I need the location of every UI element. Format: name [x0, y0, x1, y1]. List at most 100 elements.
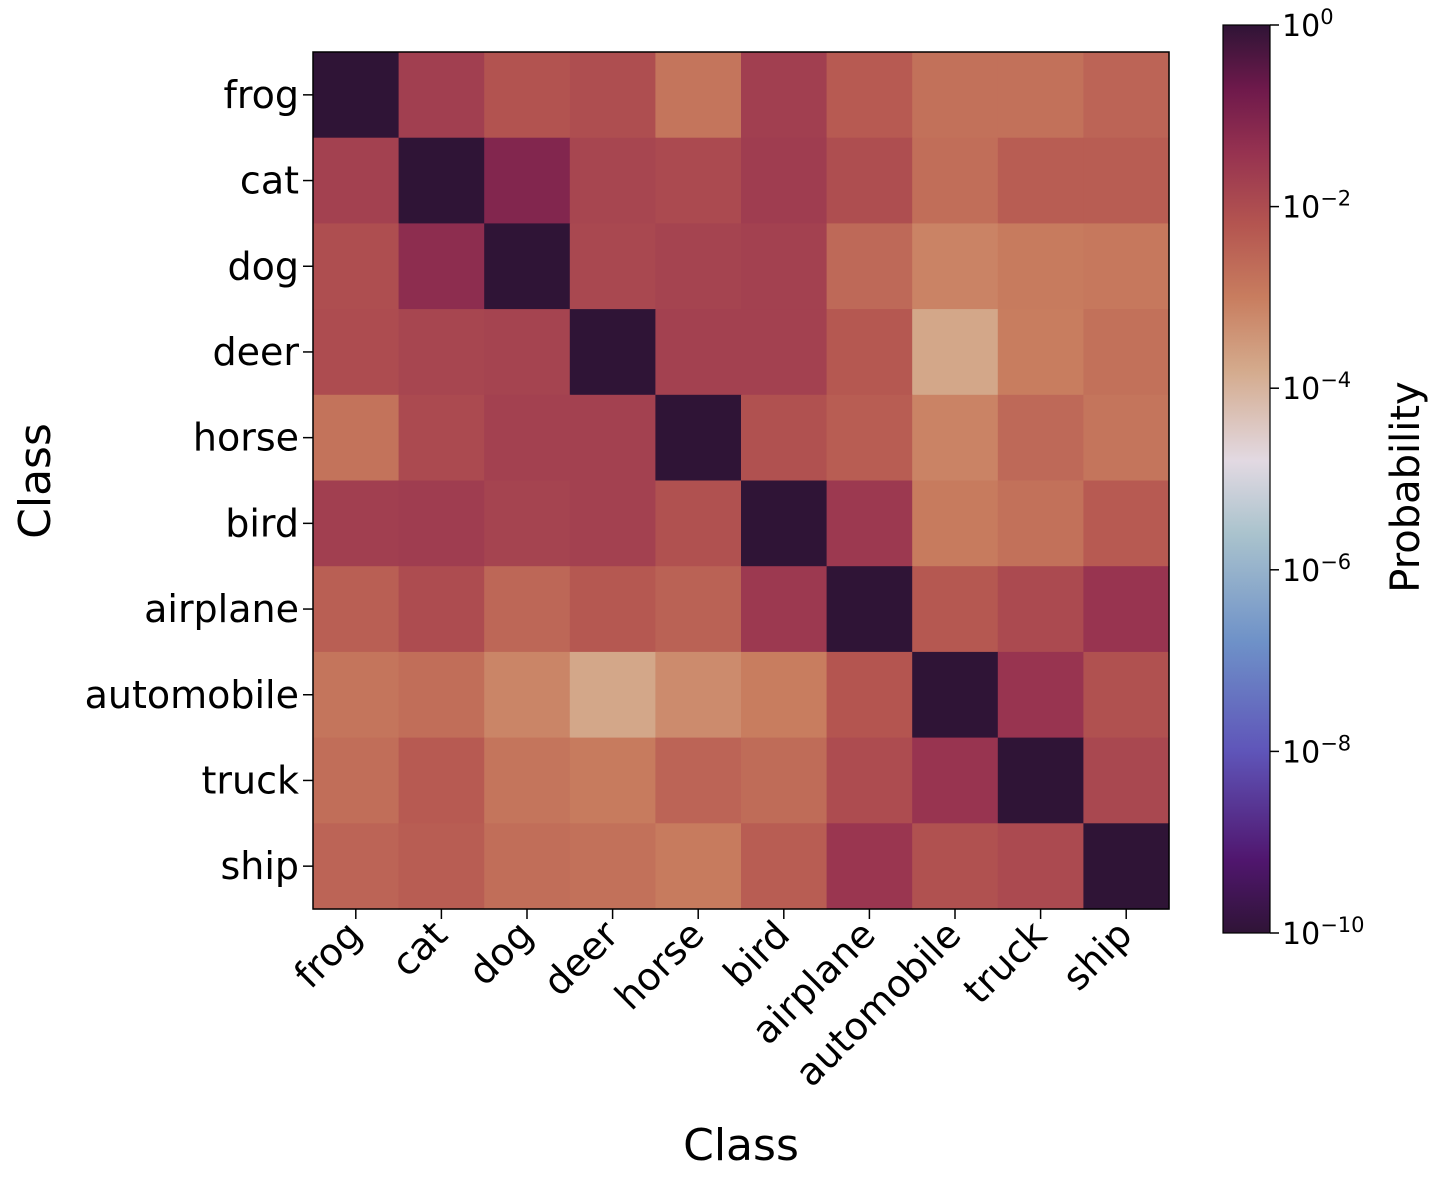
heatmap-cell [484, 651, 571, 739]
heatmap-cell [741, 651, 828, 739]
heatmap-cell [313, 566, 400, 653]
heatmap-cell [569, 737, 656, 824]
heatmap-cell [484, 566, 571, 653]
y-tick-label: horse [193, 416, 299, 460]
heatmap-cell [826, 480, 913, 567]
heatmap-cell [912, 480, 999, 567]
heatmap-cell [997, 737, 1084, 824]
colorbar-tick-label: 100 [1282, 5, 1334, 44]
heatmap-cell [655, 737, 742, 824]
x-tick-label: truck [955, 912, 1055, 1012]
y-axis-ticks: frog cat dog deer horse bird airplane automobil… [85, 73, 313, 888]
x-tick-label: ship [1054, 912, 1141, 999]
heatmap-cell [826, 651, 913, 739]
heatmap-cell [912, 566, 999, 653]
heatmap-cell [655, 137, 742, 224]
heatmap-cell [1083, 223, 1170, 310]
x-tick-label: cat [383, 912, 456, 985]
heatmap-cell [655, 394, 742, 482]
heatmap-cell [1083, 480, 1170, 567]
heatmap-cell [997, 137, 1084, 224]
x-tick-label: dog [460, 912, 542, 994]
y-tick-label: truck [201, 758, 299, 802]
heatmap-cell [655, 223, 742, 310]
heatmap-cells [313, 52, 1170, 910]
heatmap-cell [398, 137, 485, 224]
heatmap-cell [912, 737, 999, 824]
colorbar-tick-label: 10−10 [1282, 913, 1365, 952]
heatmap-cell [313, 309, 400, 396]
heatmap-cell [912, 309, 999, 396]
heatmap-cell [1083, 651, 1170, 739]
heatmap-cell [997, 566, 1084, 653]
y-tick-label: frog [223, 73, 299, 117]
heatmap-cell [997, 394, 1084, 482]
heatmap-cell [741, 223, 828, 310]
heatmap-cell [912, 223, 999, 310]
heatmap-cell [398, 480, 485, 567]
y-tick-label: bird [225, 501, 299, 545]
heatmap-cell [826, 394, 913, 482]
heatmap-cell [912, 651, 999, 739]
x-axis-title: Class [683, 1120, 799, 1171]
heatmap-cell [826, 52, 913, 139]
heatmap-cell [741, 737, 828, 824]
colorbar-tick-label: 10−6 [1282, 550, 1351, 589]
heatmap-cell [398, 309, 485, 396]
heatmap-cell [826, 309, 913, 396]
colorbar-tick-label: 10−4 [1282, 368, 1351, 407]
y-tick-label: airplane [144, 587, 299, 631]
heatmap-cell [569, 223, 656, 310]
heatmap-cell [997, 52, 1084, 139]
heatmap-cell [826, 223, 913, 310]
heatmap-cell [313, 137, 400, 224]
heatmap-cell [569, 823, 656, 910]
heatmap-cell [1083, 137, 1170, 224]
heatmap-cell [313, 737, 400, 824]
y-tick-label: dog [228, 244, 300, 288]
heatmap-cell [912, 823, 999, 910]
heatmap-cell [741, 309, 828, 396]
x-tick-label: frog [286, 912, 371, 997]
heatmap-cell [741, 566, 828, 653]
heatmap-cell [484, 223, 571, 310]
heatmap-cell [569, 52, 656, 139]
heatmap-cell [997, 651, 1084, 739]
heatmap-cell [313, 52, 400, 139]
heatmap-cell [741, 394, 828, 482]
heatmap-cell [569, 309, 656, 396]
heatmap-cell [741, 823, 828, 910]
y-axis-title: Class [10, 423, 61, 539]
heatmap-cell [398, 651, 485, 739]
heatmap-cell [569, 137, 656, 224]
y-tick-label: deer [212, 330, 299, 374]
colorbar [1222, 24, 1271, 934]
heatmap-cell [398, 737, 485, 824]
heatmap-cell [313, 480, 400, 567]
colorbar-tick-label: 10−8 [1282, 731, 1351, 770]
heatmap-cell [313, 651, 400, 739]
heatmap-cell [1083, 52, 1170, 139]
heatmap-cell [313, 823, 400, 910]
heatmap-cell [484, 52, 571, 139]
x-tick-label: horse [606, 912, 712, 1018]
heatmap-cell [398, 52, 485, 139]
colorbar-title: Probability [1383, 381, 1429, 592]
y-tick-label: cat [240, 159, 299, 203]
heatmap-cell [1083, 394, 1170, 482]
heatmap-cell [1083, 823, 1170, 910]
heatmap-cell [741, 480, 828, 567]
heatmap-cell [484, 394, 571, 482]
colorbar-tick-label: 10−2 [1282, 187, 1351, 226]
heatmap-cell [484, 137, 571, 224]
heatmap-cell [997, 223, 1084, 310]
heatmap-cell [569, 651, 656, 739]
heatmap-cell [1083, 309, 1170, 396]
heatmap-cell [826, 137, 913, 224]
heatmap-cell [655, 566, 742, 653]
heatmap-cell [655, 52, 742, 139]
heatmap-cell [398, 394, 485, 482]
heatmap-cell [398, 823, 485, 910]
